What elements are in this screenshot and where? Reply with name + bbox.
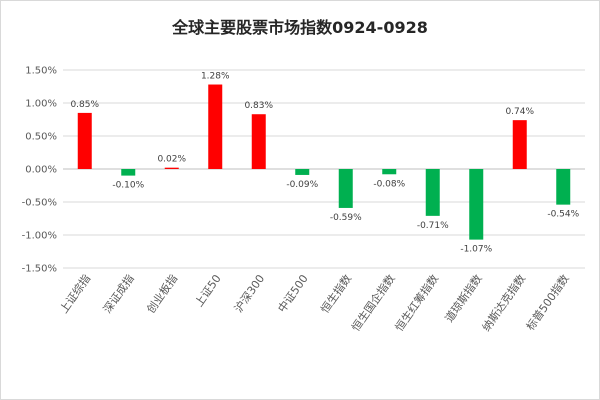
category-label: 道琼斯指数 <box>442 272 485 325</box>
data-label: -1.07% <box>460 245 492 255</box>
bar <box>77 112 92 169</box>
y-tick-label: -0.50% <box>22 198 57 209</box>
bar <box>469 169 484 240</box>
bar <box>338 169 353 208</box>
category-label: 沪深300 <box>231 272 267 315</box>
data-label: -0.10% <box>112 181 144 191</box>
data-label: -0.08% <box>373 179 405 189</box>
y-tick-label: 0.00% <box>25 165 57 176</box>
y-tick-label: 0.50% <box>25 132 57 143</box>
y-tick-label: 1.00% <box>25 99 57 110</box>
bar <box>251 114 266 169</box>
data-label: -0.59% <box>330 213 362 223</box>
y-tick-label: -1.00% <box>22 231 57 242</box>
category-label: 纳斯达克指数 <box>479 272 528 334</box>
category-label: 上证综指 <box>57 272 94 316</box>
data-label: 0.74% <box>505 107 534 117</box>
data-label: 0.83% <box>244 101 273 111</box>
bar <box>208 84 223 169</box>
bar <box>164 167 179 169</box>
bar <box>295 169 310 175</box>
category-label: 恒生指数 <box>318 272 355 316</box>
category-label: 恒生红筹指数 <box>392 272 441 334</box>
data-label: 0.85% <box>70 100 99 110</box>
chart-title: 全球主要股票市场指数0924-0928 <box>172 18 428 37</box>
data-label: 0.02% <box>157 155 186 165</box>
category-label: 深证成指 <box>100 272 137 316</box>
category-label: 标普500指数 <box>523 272 572 333</box>
data-label: 1.28% <box>201 72 230 82</box>
category-label: 恒生国企指数 <box>348 272 397 334</box>
bar <box>382 169 397 175</box>
y-tick-label: -1.50% <box>22 264 57 275</box>
bar <box>425 169 440 216</box>
bar <box>512 120 527 169</box>
data-label: -0.09% <box>286 180 318 190</box>
bar <box>556 169 571 205</box>
data-label: -0.71% <box>417 221 449 231</box>
category-label: 创业板指 <box>144 272 181 316</box>
category-label: 中证500 <box>275 272 310 315</box>
category-label: 上证50 <box>192 272 223 309</box>
y-tick-label: 1.50% <box>25 66 57 77</box>
bar <box>121 169 136 176</box>
data-label: -0.54% <box>547 210 579 220</box>
